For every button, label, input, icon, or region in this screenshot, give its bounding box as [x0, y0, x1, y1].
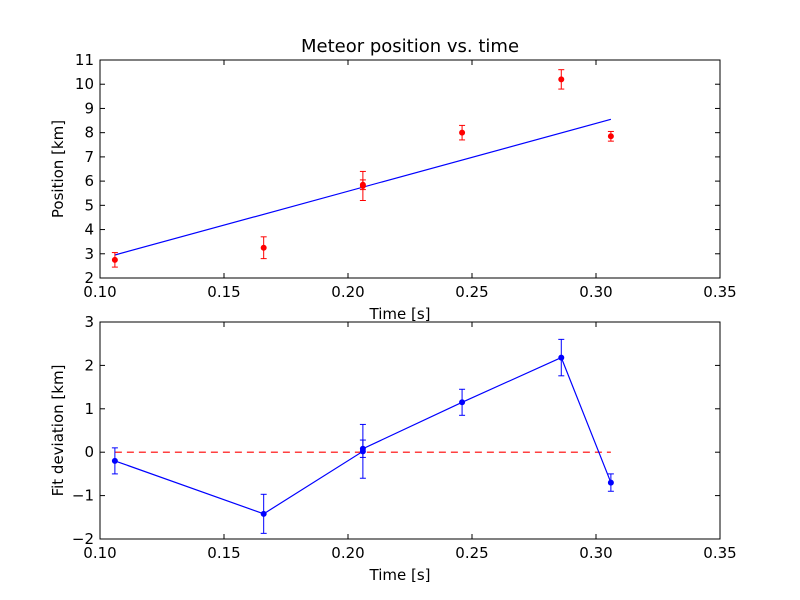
- data-point: [558, 76, 565, 83]
- x-tick-label: 0.30: [579, 283, 612, 301]
- data-point: [359, 181, 366, 188]
- axes-frame: [99, 59, 721, 279]
- x-axis-label: Time [s]: [369, 305, 431, 323]
- y-tick-label: 8: [84, 124, 94, 142]
- y-tick-label: 6: [84, 172, 94, 190]
- y-tick-label: 11: [75, 51, 94, 69]
- x-tick-label: 0.20: [331, 283, 364, 301]
- x-tick-label: 0.15: [207, 283, 240, 301]
- y-tick-label: 2: [84, 356, 94, 374]
- x-tick-label: 0.35: [703, 283, 736, 301]
- data-point: [111, 457, 118, 464]
- data-point: [459, 399, 466, 406]
- y-tick-label: 3: [84, 245, 94, 263]
- y-tick-label: 5: [84, 196, 94, 214]
- y-tick-label: 2: [84, 269, 94, 287]
- y-tick-label: −1: [72, 487, 94, 505]
- x-tick-label: 0.30: [579, 544, 612, 562]
- x-tick-label: 0.15: [207, 544, 240, 562]
- data-point: [459, 129, 466, 136]
- data-point: [607, 479, 614, 486]
- y-tick-label: 0: [84, 443, 94, 461]
- y-tick-label: 4: [84, 221, 94, 239]
- y-tick-label: 3: [84, 313, 94, 331]
- x-axis-label: Time [s]: [369, 566, 431, 584]
- y-tick-label: 10: [75, 75, 94, 93]
- x-tick-label: 0.35: [703, 544, 736, 562]
- x-tick-label: 0.20: [331, 544, 364, 562]
- x-tick-label: 0.25: [455, 544, 488, 562]
- data-point: [111, 256, 118, 263]
- deviation-plot: 0.10 0.15 0.20 0.25 0.30 0.35 −2 −1 0 1 2 3 Time [s]…: [49, 313, 737, 584]
- y-axis-label: Fit deviation [km]: [49, 365, 67, 497]
- x-tick-label: 0.10: [83, 283, 116, 301]
- data-point: [607, 133, 614, 140]
- data-point: [558, 354, 565, 361]
- axes-frame: [99, 321, 721, 540]
- y-tick-label: 1: [84, 400, 94, 418]
- y-tick-label: 7: [84, 148, 94, 166]
- chart-title: Meteor position vs. time: [301, 36, 519, 57]
- y-tick-label: −2: [72, 530, 94, 548]
- x-tick-label: 0.25: [455, 283, 488, 301]
- data-point: [260, 244, 267, 251]
- position-plot: 0.10 0.15 0.20 0.25 0.30 0.35 2 3 4 5 6 7 8 9 10 11 Time…: [49, 36, 737, 323]
- x-tick-label: 0.10: [83, 544, 116, 562]
- data-point: [359, 445, 366, 452]
- y-tick-label: 9: [84, 99, 94, 117]
- y-axis-label: Position [km]: [49, 120, 67, 218]
- data-point: [260, 510, 267, 517]
